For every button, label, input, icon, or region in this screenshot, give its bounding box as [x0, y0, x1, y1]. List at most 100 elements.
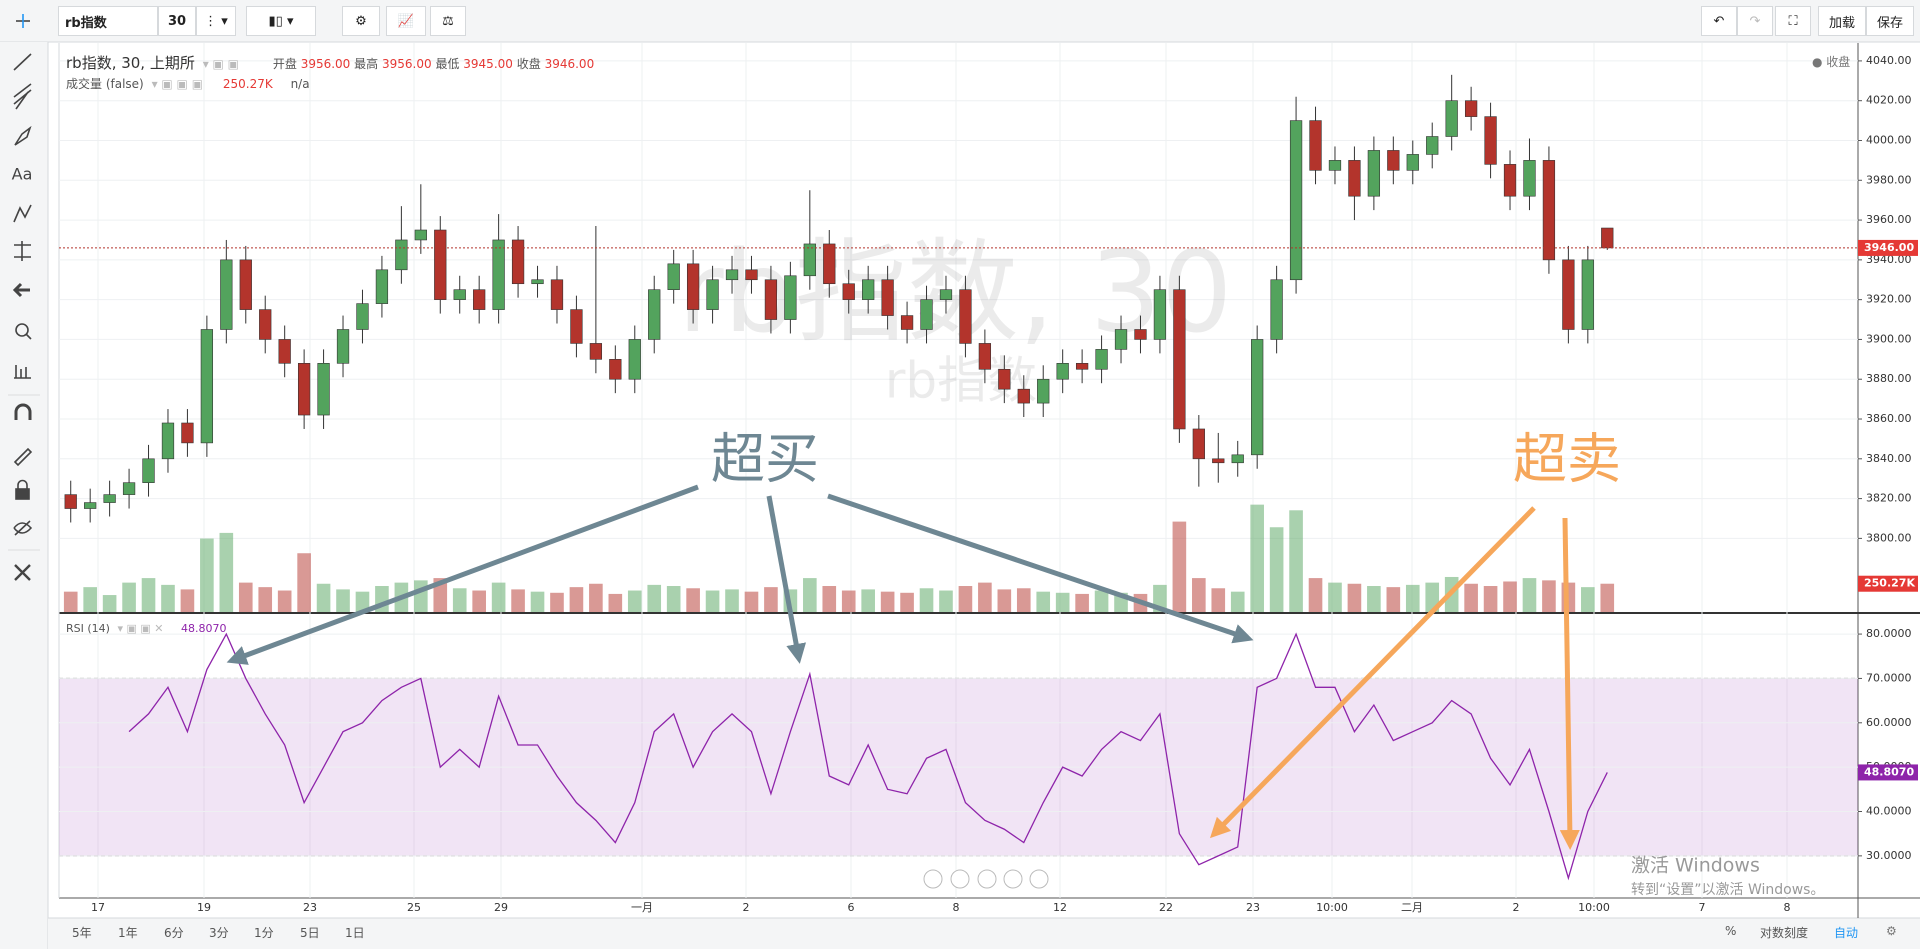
- zoom-in[interactable]: [1003, 869, 1023, 889]
- arrow: [1209, 506, 1536, 839]
- range-button[interactable]: 1分: [254, 926, 274, 940]
- y-tick-label: 3860.00: [1866, 412, 1912, 425]
- zoom-icon[interactable]: [15, 323, 29, 337]
- volume-bar: [1094, 590, 1109, 612]
- candle-body: [1426, 136, 1439, 155]
- candle-body: [1270, 279, 1283, 340]
- volume-bar: [336, 589, 350, 612]
- undo-button[interactable]: ↶: [1701, 6, 1737, 36]
- x-tick-label: 29: [494, 901, 508, 914]
- candle-body: [1464, 100, 1478, 117]
- nav-right[interactable]: [1029, 869, 1049, 889]
- hide-icon[interactable]: [13, 520, 33, 536]
- trendline-icon[interactable]: [13, 53, 32, 71]
- candle-body: [881, 279, 894, 316]
- volume-bar: [472, 590, 486, 612]
- fib-icon[interactable]: [13, 83, 32, 110]
- volume-bar: [822, 586, 837, 612]
- candle-body: [1542, 160, 1556, 261]
- y-tick-label: 80.0000: [1866, 627, 1912, 640]
- candle-body: [1212, 458, 1225, 464]
- volume-bar: [1600, 583, 1615, 612]
- volume-bar: [1581, 587, 1595, 612]
- series-toggle[interactable]: ● 收盘: [1812, 55, 1851, 69]
- stay-drawing-icon[interactable]: [13, 447, 33, 467]
- legend-controls[interactable]: ▾ ▣ ▣ ▣: [151, 77, 204, 91]
- x-tick-label: 6: [848, 901, 855, 914]
- candle-body: [64, 494, 77, 509]
- log-toggle[interactable]: 对数刻度: [1760, 926, 1809, 940]
- candle-body: [550, 279, 564, 310]
- volume-bar: [102, 595, 117, 612]
- candle-body: [939, 289, 953, 300]
- volume-bar: [880, 591, 895, 612]
- auto-toggle[interactable]: 自动: [1834, 926, 1859, 940]
- percent-toggle[interactable]: %: [1725, 924, 1737, 938]
- y-tick-label: 4020.00: [1866, 94, 1912, 107]
- series-toggle-label: 收盘: [1826, 55, 1851, 69]
- legend-controls[interactable]: ▾ ▣ ▣ ✕: [117, 622, 164, 635]
- fullscreen-button[interactable]: ⛶: [1775, 6, 1811, 36]
- volume-bar: [1483, 586, 1498, 612]
- volume-bar: [530, 591, 545, 612]
- pattern-icon[interactable]: [13, 204, 32, 223]
- save-button[interactable]: 保存: [1866, 6, 1914, 36]
- candle-body: [492, 239, 505, 310]
- volume-bar: [919, 588, 934, 612]
- candle-body: [103, 494, 116, 503]
- zoom-icon[interactable]: [25, 333, 32, 340]
- x-tick-label: 7: [1699, 901, 1706, 914]
- interval-menu[interactable]: ⋮ ▾: [196, 6, 236, 36]
- candle-body: [745, 269, 758, 281]
- compare-button[interactable]: ⚖: [430, 6, 466, 36]
- compare-icon[interactable]: [14, 365, 31, 379]
- volume-bar: [939, 590, 953, 612]
- lock-icon[interactable]: [17, 479, 28, 490]
- oversold-arrows: [1209, 506, 1580, 850]
- candle-body: [1445, 100, 1458, 137]
- chart-style[interactable]: ▮▯ ▾: [246, 6, 316, 36]
- nav-left[interactable]: [923, 869, 943, 889]
- volume-bar: [1328, 582, 1342, 612]
- range-button[interactable]: 5日: [300, 926, 320, 940]
- overbought-arrows: [226, 484, 1254, 665]
- volume-bar: [316, 583, 331, 612]
- range-button[interactable]: 5年: [72, 926, 92, 940]
- redo-button[interactable]: ↷: [1737, 6, 1773, 36]
- candle-body: [1173, 289, 1186, 430]
- candle-body: [1134, 329, 1147, 340]
- zoom-out[interactable]: [950, 869, 970, 889]
- interval-input[interactable]: 30: [158, 6, 196, 36]
- measure-icon[interactable]: [14, 241, 31, 261]
- candle-body: [434, 229, 447, 300]
- candle-body: [706, 279, 719, 310]
- lock-icon[interactable]: [15, 488, 30, 500]
- settings-button[interactable]: ⚙: [342, 6, 380, 36]
- indicators-button[interactable]: 📈: [386, 6, 426, 36]
- arrow-icon[interactable]: [12, 282, 30, 298]
- range-button[interactable]: 3分: [209, 926, 229, 940]
- candle-body: [628, 339, 641, 380]
- candle-body: [1581, 259, 1594, 330]
- candle-body: [1251, 339, 1264, 456]
- rsi-line: [128, 632, 1608, 881]
- candle-body: [200, 329, 214, 444]
- legend-controls[interactable]: ▾ ▣ ▣: [202, 57, 240, 71]
- symbol-input[interactable]: rb指数: [58, 6, 158, 36]
- y-tick-label: 3940.00: [1866, 253, 1912, 266]
- settings-gear[interactable]: ⚙: [1886, 924, 1897, 938]
- text-tool[interactable]: Aa: [12, 165, 33, 184]
- last-price-label: 3946.00: [1864, 241, 1914, 254]
- candle-body: [998, 368, 1011, 390]
- brush-icon[interactable]: [14, 125, 32, 146]
- range-button[interactable]: 1日: [345, 926, 365, 940]
- settings-tools-icon[interactable]: [14, 564, 31, 581]
- magnet-icon[interactable]: [14, 403, 32, 420]
- reset[interactable]: [977, 869, 997, 889]
- load-button[interactable]: 加载: [1818, 6, 1866, 36]
- candle-body: [920, 299, 933, 330]
- candle-body: [1037, 378, 1050, 404]
- range-button[interactable]: 6分: [164, 926, 184, 940]
- volume-bar: [861, 589, 875, 612]
- range-button[interactable]: 1年: [118, 926, 138, 940]
